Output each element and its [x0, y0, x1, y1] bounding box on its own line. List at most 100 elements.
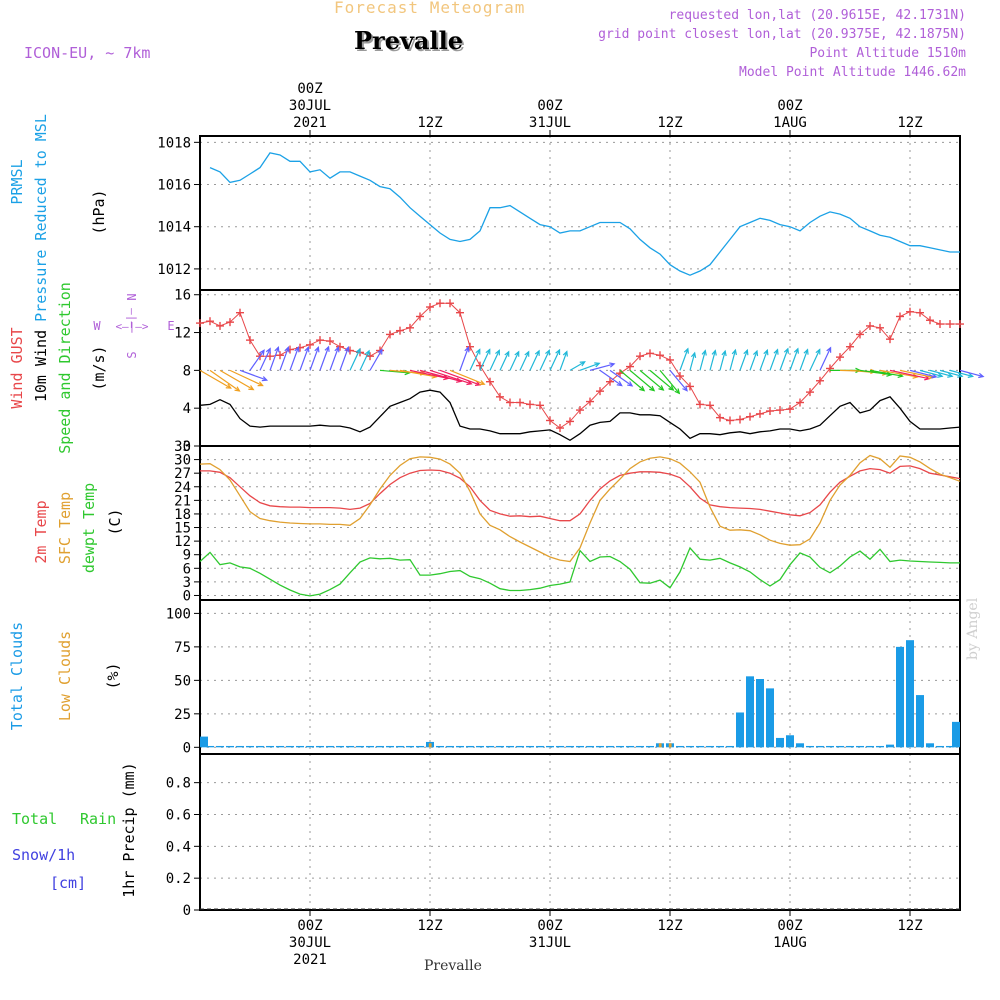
wind-ytick-label: 16: [174, 288, 191, 304]
wind-arrow: [619, 369, 645, 392]
bottom-time-label: 12Z: [417, 918, 442, 934]
compass-we-line: <—|—>: [115, 320, 148, 333]
wind-arrow-head: [304, 346, 310, 353]
wind-arrow: [609, 369, 633, 387]
total-cloud-bar: [616, 745, 624, 748]
bottom-time-label: 2021: [293, 952, 327, 968]
pressure-ytick-label: 1014: [157, 220, 191, 236]
wind-arrow: [489, 350, 500, 371]
wind-arrow-head: [257, 381, 264, 387]
bottom-station-label: Prevalle: [424, 958, 482, 974]
wind-arrow: [369, 349, 383, 371]
total-cloud-bar: [636, 745, 644, 748]
wind-arrow: [579, 362, 600, 371]
wind-arrow-head: [627, 381, 634, 387]
wind-arrow-head: [259, 349, 265, 356]
temperature-ytick-label: 30: [174, 453, 191, 469]
compass-n: N: [125, 293, 139, 300]
wind-arrow-head: [886, 371, 893, 377]
precip-ylabel: 1hr Precip (mm): [120, 762, 138, 897]
model-name: ICON-EU, ~ 7km: [24, 44, 151, 62]
wind-arrow: [959, 369, 984, 378]
wind-arrow-head: [324, 345, 330, 352]
wind-arrow-head: [265, 347, 271, 354]
total-cloud-bar: [296, 745, 304, 748]
temperature-ytick-label: 6: [183, 561, 191, 577]
bottom-time-label: 00Z: [777, 918, 802, 934]
total-cloud-bar: [456, 745, 464, 748]
total-cloud-bar: [436, 745, 444, 748]
total-cloud-bar: [466, 745, 474, 748]
top-time-label: 12Z: [897, 115, 922, 131]
bottom-time-label: 1AUG: [773, 935, 807, 951]
wind-arrow: [309, 347, 319, 371]
total-cloud-bar: [926, 743, 934, 748]
wind10m-line: [199, 389, 961, 442]
wind-arrow: [819, 347, 832, 371]
wind-arrow: [809, 349, 821, 371]
point-altitude: Point Altitude 1510m: [809, 46, 966, 61]
total-cloud-bar: [876, 745, 884, 748]
top-time-label: 00Z: [297, 81, 322, 97]
total-cloud-bar: [916, 695, 924, 748]
total-cloud-bar: [906, 640, 914, 748]
pressure-ylabel-2: Pressure Reduced to MSL: [32, 114, 50, 322]
wind-ylabel-2: 10m Wind: [32, 330, 50, 402]
wind-arrow-head: [495, 349, 500, 356]
wind-arrow: [669, 369, 688, 392]
wind-arrow: [559, 351, 568, 371]
wind-arrow: [569, 361, 586, 371]
low-cloud-bar: [658, 743, 662, 748]
wind-arrow: [929, 369, 953, 377]
wind-arrow-head: [731, 348, 737, 356]
total-cloud-bar: [896, 646, 904, 748]
wind-arrow-head: [743, 348, 749, 356]
total-cloud-bar: [716, 745, 724, 748]
clouds-unit: (%): [104, 662, 122, 689]
wind-arrow: [589, 363, 615, 371]
total-cloud-bar: [746, 676, 754, 748]
wind-arrow: [419, 369, 462, 382]
wind-arrow: [629, 369, 655, 392]
wind-arrow: [519, 351, 530, 371]
temperature-ytick-label: 33: [174, 439, 191, 455]
wind-arrow-head: [957, 372, 964, 378]
wind-arrow: [409, 369, 449, 380]
wind-arrow: [289, 347, 299, 371]
total-cloud-bar: [496, 745, 504, 748]
wind-arrow: [599, 369, 623, 387]
total-cloud-bar: [696, 745, 704, 748]
total-cloud-bar: [776, 737, 784, 748]
clouds-ytick-label: 100: [166, 606, 191, 622]
total-cloud-bar: [446, 745, 454, 748]
wind-frame: [199, 289, 961, 447]
wind-arrow-head: [377, 348, 383, 355]
temp-ylabel-3: dewpt Temp: [80, 483, 98, 573]
wind-arrow-head: [504, 350, 510, 357]
wind-arrow: [279, 347, 289, 371]
total-cloud-bar: [756, 679, 764, 748]
total-cloud-bar: [826, 745, 834, 748]
total-cloud-bar: [586, 745, 594, 748]
wind-arrow: [949, 369, 973, 378]
temp-unit: (C): [106, 508, 124, 535]
wind-arrow-head: [803, 348, 809, 355]
total-cloud-bar: [276, 745, 284, 748]
wind-arrow-head: [524, 350, 530, 357]
wind-arrow-head: [978, 372, 985, 379]
total-cloud-bar: [516, 745, 524, 748]
total-cloud-bar: [836, 745, 844, 748]
precip-ytick-label: 0.8: [166, 776, 191, 792]
temperature-ytick-label: 0: [183, 588, 191, 604]
precip-label-rain: Rain: [80, 810, 116, 828]
requested-coords: requested lon,lat (20.9615E, 42.1731N): [668, 8, 966, 23]
wind-arrow-head: [815, 348, 821, 355]
total-cloud-bar: [336, 745, 344, 748]
wind-arrow-head: [364, 349, 370, 356]
wind-arrow-head: [639, 385, 646, 392]
wind-arrow-head: [658, 385, 665, 391]
wind-arrow: [379, 369, 410, 374]
wind-arrow-head: [355, 347, 361, 355]
wind-arrow-head: [261, 376, 269, 382]
